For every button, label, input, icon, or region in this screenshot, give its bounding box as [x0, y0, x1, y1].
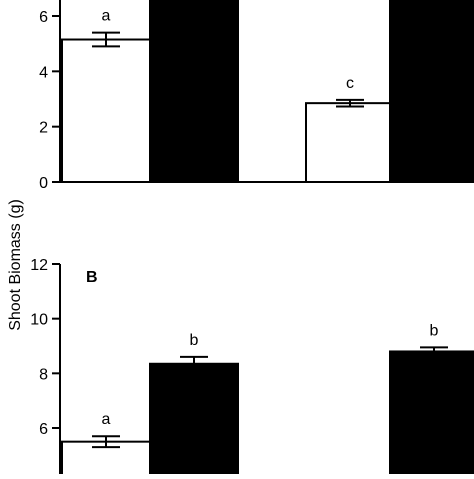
panel-label: B	[86, 269, 98, 286]
significance-letter: c	[346, 75, 354, 92]
y-tick-label: 6	[39, 421, 48, 438]
significance-letter: b	[190, 332, 199, 349]
y-tick-label: 0	[39, 175, 48, 192]
bar-a-2-filled	[389, 0, 474, 183]
y-tick-label: 4	[39, 64, 48, 81]
bar-b-1-filled	[149, 362, 239, 479]
bar-b-2-filled	[389, 350, 474, 479]
y-tick-label: 2	[39, 120, 48, 137]
y-tick-label: 6	[39, 9, 48, 26]
significance-letter: a	[102, 411, 111, 428]
panel-a: a c 0 2 4 6	[39, 0, 474, 192]
significance-letter: b	[430, 322, 439, 339]
y-tick-label: 8	[39, 366, 48, 383]
significance-letter: a	[102, 8, 111, 25]
y-axis-label: Shoot Biomass (g)	[7, 199, 24, 331]
bar-a-1-open	[61, 38, 151, 184]
bar-a-2-open	[305, 102, 395, 183]
y-tick-label: 12	[30, 257, 48, 274]
panel-b: a b b 6 8 10 12 B	[30, 257, 474, 479]
y-tick-label: 10	[30, 312, 48, 329]
bar-a-1-filled	[149, 0, 239, 183]
